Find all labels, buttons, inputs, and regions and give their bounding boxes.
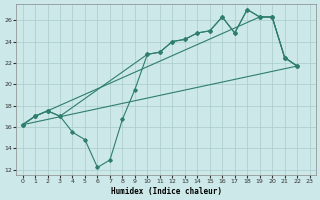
X-axis label: Humidex (Indice chaleur): Humidex (Indice chaleur) — [111, 187, 221, 196]
